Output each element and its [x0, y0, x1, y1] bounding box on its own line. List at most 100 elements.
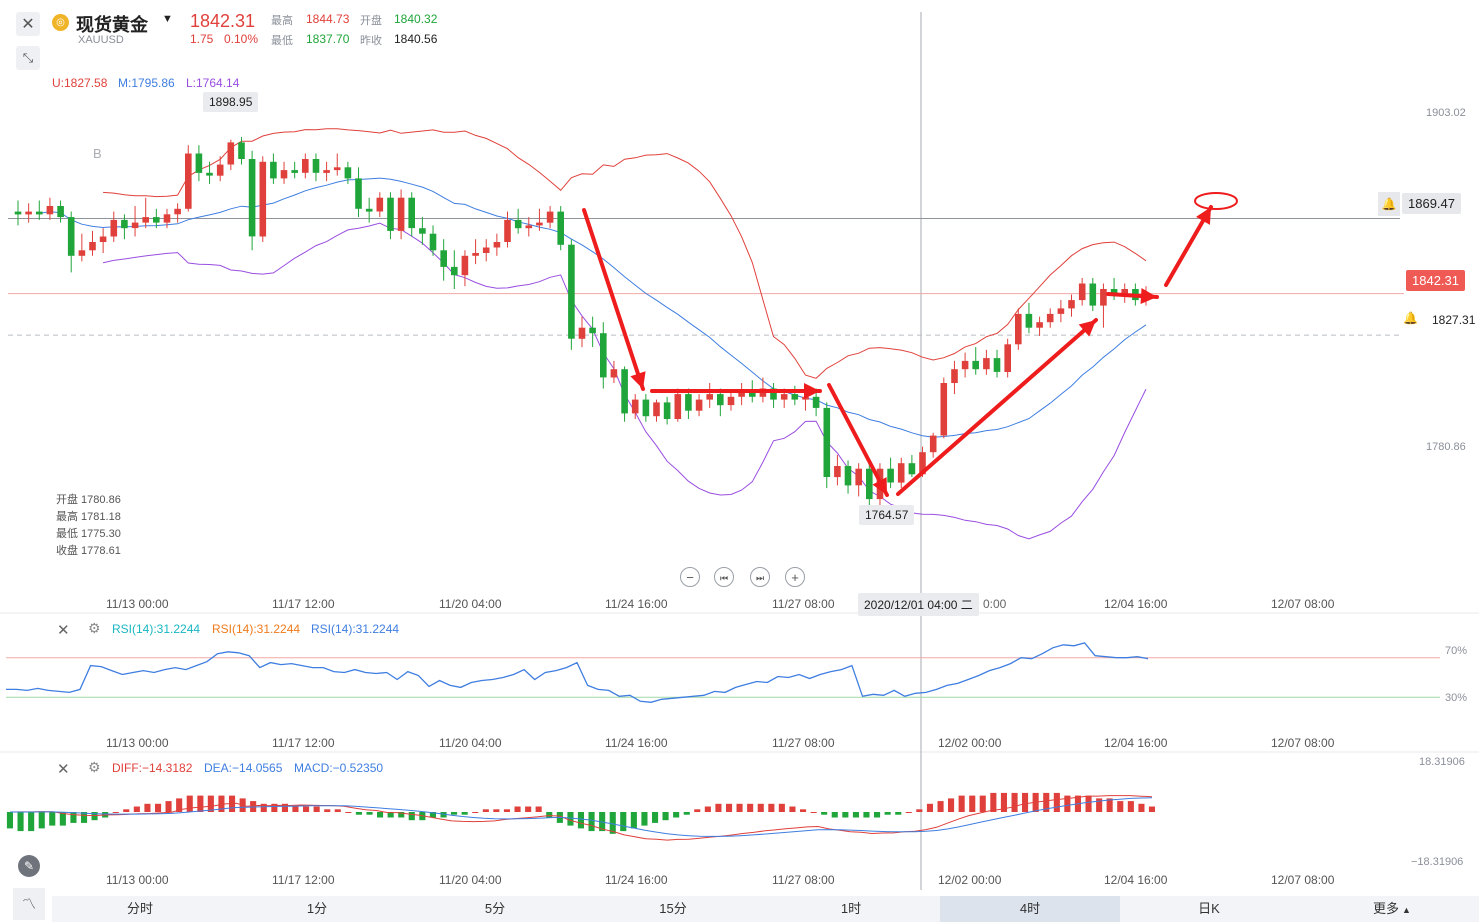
settings-gear-icon[interactable]: ⚙: [88, 620, 101, 636]
candle-body: [568, 244, 575, 339]
candle-body: [855, 468, 862, 486]
candle-body: [78, 250, 86, 256]
indicator-wave-icon[interactable]: 〽: [13, 888, 45, 920]
macd-bar: [1022, 792, 1029, 812]
macd-bar: [895, 812, 902, 815]
macd-bar: [387, 812, 394, 818]
macd-bar: [17, 812, 24, 832]
timeframe-1h[interactable]: 1时: [840, 901, 862, 916]
skip-forward-icon[interactable]: ⏭: [750, 567, 770, 587]
macd-bar: [514, 806, 521, 812]
target-ellipse-annotation: [1194, 192, 1238, 210]
candle-body: [14, 211, 22, 215]
macd-bar: [398, 812, 405, 818]
close-x-icon[interactable]: ✕: [16, 12, 40, 36]
macd-bar: [652, 812, 659, 823]
timeframe-4h[interactable]: 4时: [940, 896, 1120, 922]
instrument-title[interactable]: 现货黄金: [76, 15, 148, 35]
timeframe-1m[interactable]: 1分: [306, 901, 328, 916]
candle-body: [983, 358, 990, 370]
annotation-arrow: [582, 208, 645, 391]
macd-bar: [503, 809, 510, 812]
macd-bar: [926, 803, 933, 812]
macd-bar: [451, 812, 458, 815]
close-x-icon[interactable]: ✕: [57, 622, 70, 639]
macd-bar: [482, 809, 489, 812]
macd-bar: [1043, 792, 1050, 812]
macd-bar: [324, 809, 331, 812]
candle-body: [185, 153, 192, 209]
candle-body: [536, 222, 543, 226]
macd-bar: [112, 812, 119, 813]
macd-bar: [673, 812, 680, 818]
caret-down-icon[interactable]: ▼: [162, 13, 173, 25]
macd-bar: [535, 806, 542, 812]
timeframe-more[interactable]: 更多 ▲: [1352, 896, 1432, 922]
macd-diff-line: [9, 795, 1153, 841]
ohlc-high: 最高 1781.18: [56, 511, 121, 523]
candle-body: [1057, 308, 1065, 314]
macd-bar: [1011, 792, 1018, 812]
time-tick-label: 11/27 08:00: [772, 597, 835, 611]
macd-bar: [1106, 798, 1113, 812]
timeframe-daily[interactable]: 日K: [1198, 901, 1220, 916]
macd-bar: [429, 812, 436, 818]
close-x-icon[interactable]: ✕: [57, 761, 70, 778]
candle-body: [461, 255, 469, 276]
pencil-icon[interactable]: ✎: [18, 855, 40, 877]
macd-bar: [1053, 792, 1060, 812]
bell-icon[interactable]: 🔔: [1378, 192, 1400, 216]
ohlc-low: 最低 1775.30: [56, 528, 121, 540]
low-value: 1837.70: [306, 32, 350, 46]
candle-body: [259, 161, 267, 237]
candle-body: [1100, 289, 1107, 306]
macd-bar: [81, 812, 88, 823]
annotation-arrowhead: [804, 383, 820, 399]
candle-body: [1046, 313, 1054, 323]
boll-middle-band: [39, 177, 1147, 438]
macd-bar: [990, 792, 997, 812]
boll-mid-legend: M:1795.86: [118, 76, 175, 90]
min-price-annotation: 1764.57: [859, 505, 915, 525]
macd-bar: [757, 803, 764, 812]
time-tick-label: 11/13 00:00: [106, 736, 169, 750]
candle-body: [482, 247, 490, 253]
macd-bar: [620, 812, 627, 832]
bell-icon[interactable]: 🔔: [1403, 311, 1418, 325]
high-value: 1844.73: [306, 12, 350, 26]
settings-gear-icon[interactable]: ⚙: [88, 759, 101, 775]
candle-body: [780, 394, 788, 400]
time-tick-label: 11/17 12:00: [272, 597, 335, 611]
candle-body: [355, 178, 362, 209]
collapse-diagonal-icon[interactable]: ⤡: [16, 46, 40, 70]
macd-bar: [292, 806, 299, 812]
macd-bar: [49, 812, 56, 826]
macd-bar: [662, 812, 669, 821]
candle-body: [961, 360, 969, 370]
candle-body: [291, 170, 298, 173]
zoom-out-icon[interactable]: −: [680, 567, 700, 587]
candle-body: [727, 396, 735, 406]
timeframe-5m[interactable]: 5分: [484, 901, 506, 916]
candle-body: [365, 208, 373, 212]
macd-bar: [155, 803, 162, 812]
candle-body: [216, 164, 224, 176]
timeframe-15m[interactable]: 15分: [659, 901, 687, 916]
macd-bar: [28, 812, 35, 832]
candle-body: [25, 211, 32, 215]
timeframe-fenshi[interactable]: 分时: [126, 901, 153, 916]
candle-body: [333, 167, 341, 171]
candle-body: [270, 161, 277, 179]
candle-body: [610, 369, 618, 378]
skip-back-icon[interactable]: ⏮: [714, 567, 734, 587]
macd-dea-legend: DEA:−14.0565: [204, 761, 283, 775]
candle-body: [653, 402, 660, 417]
time-tick-label: 12/02 00:00: [938, 736, 1002, 750]
zoom-in-icon[interactable]: +: [785, 567, 805, 587]
macd-bar: [842, 812, 849, 818]
macd-bar: [916, 809, 923, 812]
candle-body: [738, 391, 745, 397]
boll-upper-legend: U:1827.58: [52, 76, 108, 90]
